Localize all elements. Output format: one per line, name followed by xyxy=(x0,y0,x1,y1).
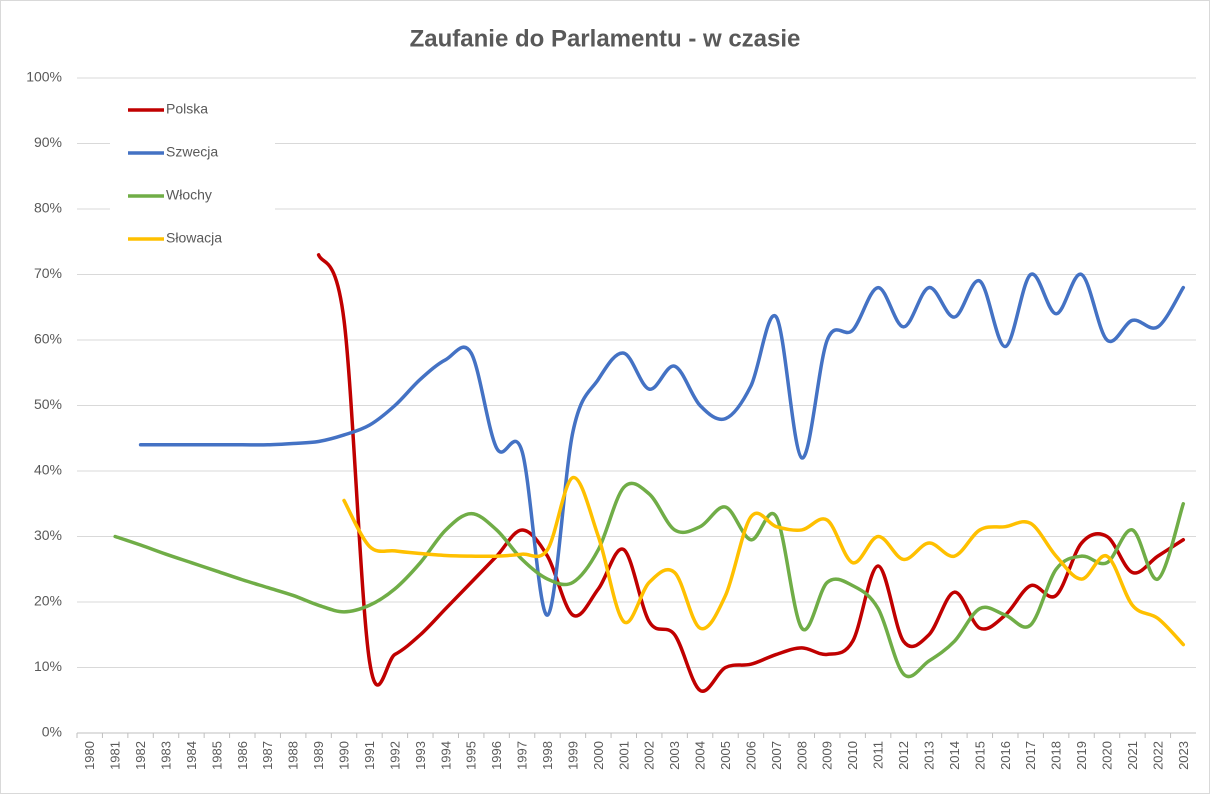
x-tick-label: 2022 xyxy=(1150,741,1165,770)
x-tick-label: 2002 xyxy=(642,741,657,770)
x-tick-label: 2018 xyxy=(1049,741,1064,770)
y-tick-label: 20% xyxy=(34,593,62,609)
y-tick-label: 10% xyxy=(34,658,62,674)
x-tick-label: 1993 xyxy=(413,741,428,770)
x-tick-label: 2014 xyxy=(947,741,962,770)
legend-label: Polska xyxy=(166,101,208,117)
x-tick-label: 2004 xyxy=(693,741,708,770)
x-tick-label: 1989 xyxy=(311,741,326,770)
x-tick-label: 2008 xyxy=(794,741,809,770)
legend-label: Włochy xyxy=(166,187,212,203)
x-tick-label: 1999 xyxy=(565,741,580,770)
x-tick-label: 2007 xyxy=(769,741,784,770)
x-tick-label: 1996 xyxy=(489,741,504,770)
x-tick-label: 1981 xyxy=(108,741,123,770)
x-tick-label: 2020 xyxy=(1099,741,1114,770)
x-tick-label: 1985 xyxy=(209,741,224,770)
y-tick-label: 70% xyxy=(34,265,62,281)
x-tick-label: 2012 xyxy=(896,741,911,770)
x-tick-label: 1994 xyxy=(438,741,453,770)
x-tick-label: 2000 xyxy=(591,741,606,770)
y-tick-label: 90% xyxy=(34,134,62,150)
x-tick-label: 2019 xyxy=(1074,741,1089,770)
series-line xyxy=(342,475,1186,647)
x-tick-label: 2011 xyxy=(871,741,886,769)
x-tick-label: 1991 xyxy=(362,741,377,770)
x-tick-label: 1980 xyxy=(82,741,97,770)
x-tick-label: 2003 xyxy=(667,741,682,770)
x-tick-label: 1998 xyxy=(540,741,555,770)
x-tick-label: 2013 xyxy=(921,741,936,770)
y-tick-label: 50% xyxy=(34,396,62,412)
x-tick-label: 1990 xyxy=(337,741,352,770)
x-tick-label: 1987 xyxy=(260,741,275,770)
series-line xyxy=(316,253,1186,693)
series-line xyxy=(138,272,1186,617)
x-tick-label: 1988 xyxy=(286,741,301,770)
x-tick-label: 2001 xyxy=(616,741,631,770)
x-tick-label: 1984 xyxy=(184,741,199,770)
x-tick-label: 2015 xyxy=(972,741,987,770)
x-tick-label: 2010 xyxy=(845,741,860,770)
y-tick-label: 0% xyxy=(42,724,62,740)
y-tick-label: 60% xyxy=(34,331,62,347)
chart-title: Zaufanie do Parlamentu - w czasie xyxy=(410,25,801,52)
x-tick-label: 1995 xyxy=(464,741,479,770)
legend-label: Słowacja xyxy=(166,230,222,246)
x-tick-label: 2017 xyxy=(1023,741,1038,770)
legend-background xyxy=(110,92,275,260)
y-tick-label: 40% xyxy=(34,462,62,478)
x-tick-label: 2009 xyxy=(820,741,835,770)
x-tick-label: 2005 xyxy=(718,741,733,770)
y-tick-label: 80% xyxy=(34,200,62,216)
x-tick-label: 1986 xyxy=(235,741,250,770)
series-line xyxy=(113,481,1186,679)
y-tick-label: 30% xyxy=(34,527,62,543)
legend-label: Szwecja xyxy=(166,144,218,160)
x-tick-label: 1992 xyxy=(387,741,402,770)
x-tick-label: 2006 xyxy=(743,741,758,770)
x-tick-label: 2016 xyxy=(998,741,1013,770)
x-tick-label: 1983 xyxy=(159,741,174,770)
x-tick-label: 1982 xyxy=(133,741,148,770)
x-tick-label: 2021 xyxy=(1125,741,1140,770)
y-tick-label: 100% xyxy=(26,69,62,85)
x-tick-label: 1997 xyxy=(515,741,530,770)
x-tick-label: 2023 xyxy=(1176,741,1191,770)
